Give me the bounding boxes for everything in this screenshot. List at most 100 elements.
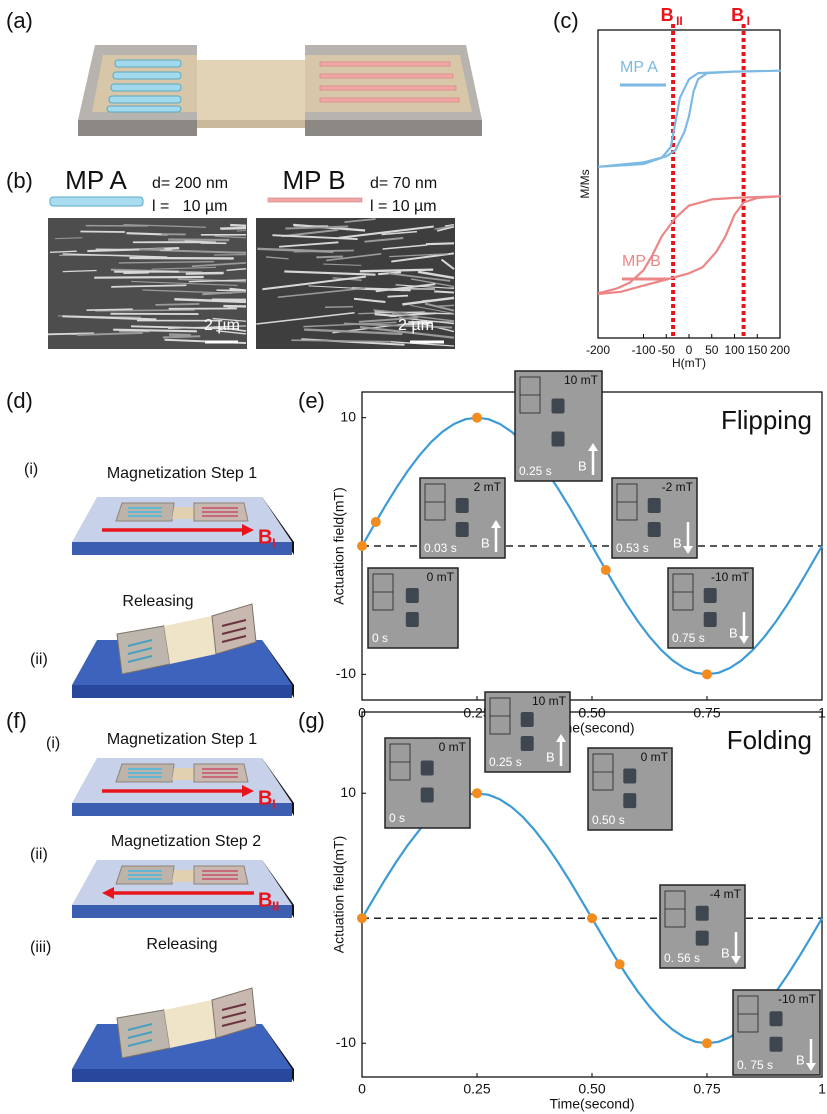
figure: (a) (b) (c) (d) (e) (f) (g) MP A d= 200 … [0,0,827,1114]
fiber [139,249,164,250]
mp-a-length: l = 10 µm [152,198,227,215]
inset-image: 0 mT 0.50 s [588,748,672,830]
mp-a-diameter: d= 200 nm [152,175,228,192]
microplate [704,612,717,627]
data-point [615,959,625,969]
fiber [155,304,199,305]
inset-time: 0.25 s [519,464,552,478]
data-point [472,788,482,798]
fiber [426,243,454,244]
data-point [587,913,597,923]
fiber [80,232,125,233]
y-tick-label: -10 [336,1034,356,1050]
substrate-front [72,685,292,698]
panel-label: (a) [6,8,33,33]
microplate [648,522,661,537]
rod-a [107,106,181,112]
inset-time: 0.03 s [424,541,457,555]
data-point [357,913,367,923]
rod-b [320,62,450,66]
field-marker-label: B [661,5,674,25]
microplate [456,522,469,537]
fiber [169,334,191,335]
inset-image: 2 mT0.03 sB [420,478,505,558]
field-subscript: II [272,898,279,913]
x-tick-label: 0 [686,343,693,357]
rod-a [113,72,181,79]
microplate [696,906,709,921]
block-side [78,120,197,136]
mp-b-rod [268,198,362,202]
microplate [623,769,636,784]
inset-field-label: B [796,1052,805,1067]
mp-b-diameter: d= 70 nm [370,175,437,192]
device-bridge [172,507,194,519]
inset-field: -10 mT [778,992,817,1006]
inset-time: 0. 56 s [664,951,700,965]
mp-b-label: MP B [282,165,345,195]
substrate-front [72,1069,292,1082]
microplate [406,588,419,603]
y-axis-label: M/Ms [578,169,592,198]
inset-image: -10 mT 0. 75 s B [733,990,820,1075]
microplate [552,399,565,414]
x-tick-label: 0.50 [578,1081,605,1097]
microplate [552,432,565,447]
x-tick-label: 0 [358,1081,366,1097]
fiber [87,309,133,310]
data-point [702,1038,712,1048]
legend-label: MP A [620,59,658,76]
chart-title: Flipping [721,405,812,435]
fiber [220,228,246,229]
microplate [456,498,469,513]
fiber [163,336,200,337]
field-marker-subscript: I [747,14,750,28]
inset-time: 0.75 s [672,631,705,645]
x-tick-label: 0.75 [693,705,720,721]
microplate [704,588,717,603]
inset-field: 2 mT [474,480,502,494]
y-axis-label: Actuation field(mT) [331,487,347,604]
page: (a) (b) (c) (d) (e) (f) (g) MP A d= 200 … [0,0,827,1114]
x-axis-label: Time(second) [549,1096,634,1112]
step-index: (i) [24,461,38,478]
rod-b [320,86,456,90]
inset-image: 10 mT0.25 sB [515,371,602,481]
device-schematic [78,45,482,136]
inset-image: 0 mT0 s [385,738,470,828]
x-tick-label: 0.50 [578,705,605,721]
fiber [127,233,168,234]
inset-field: -2 mT [662,480,694,494]
x-tick-label: 150 [747,343,767,357]
x-tick-label: 200 [770,343,790,357]
rod-b [320,98,459,102]
field-subscript: I [272,535,276,550]
inset-time: 0.50 s [592,813,625,827]
microplate [770,1037,783,1052]
step-label: Magnetization Step 1 [107,465,257,482]
data-point [702,669,712,679]
mp-b-length: l = 10 µm [370,198,437,215]
fiber [94,277,203,278]
fiber [230,225,246,226]
fiber [434,291,454,292]
scale-label: 2 µm [204,317,240,334]
step-index: (ii) [30,651,48,668]
rod-a [109,96,181,103]
x-tick-label: -200 [586,343,610,357]
panel-label: (g) [298,708,325,733]
field-subscript: I [272,796,276,811]
inset-time: 0. 75 s [737,1058,773,1072]
microplate [421,761,434,776]
panel-label: (e) [298,388,325,413]
x-axis-label: H(mT) [672,356,706,370]
inset-field: 0 mT [439,740,467,754]
inset-field: 0 mT [641,750,669,764]
microplate [406,612,419,627]
inset-time: 0 s [372,631,388,645]
inset-time: 0.25 s [489,755,522,769]
microplate [696,931,709,946]
x-tick-label: 0.25 [463,1081,490,1097]
inset-field: 10 mT [532,694,567,708]
step-label: Releasing [122,593,193,610]
